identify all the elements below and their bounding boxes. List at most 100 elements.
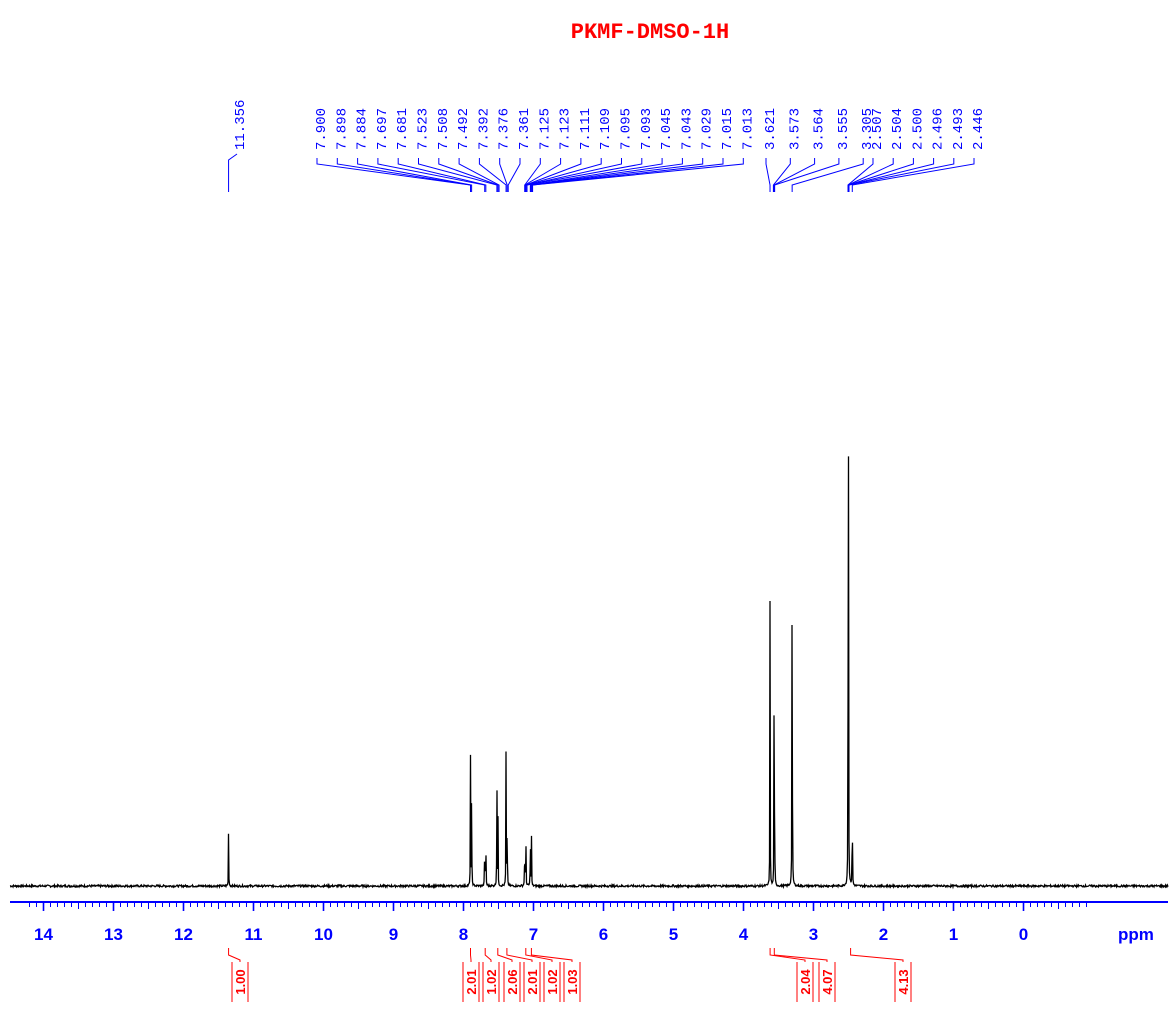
spectrum-line [9,456,1169,890]
peak-leader-line [529,158,663,192]
peak-leader-line [526,158,643,192]
peak-label: 7.123 [558,108,574,150]
peak-label: 7.898 [334,108,350,150]
peak-label: 3.621 [763,108,779,150]
x-tick-label: 7 [529,925,538,944]
integral-value: 4.13 [896,969,911,994]
peak-leader-line [525,158,602,192]
peak-label: 7.095 [619,108,635,150]
peak-label: 7.376 [497,108,513,150]
integral-value: 1.00 [233,969,248,994]
peak-leader-line [532,158,744,192]
integral-bracket [482,962,500,1002]
peak-leader-line [851,158,975,192]
integral-value: 1.02 [545,969,560,994]
integral-value: 4.07 [820,969,835,994]
integral-bracket [818,962,836,1002]
integral-leader-line [525,948,553,962]
integral-leader-line [769,948,806,962]
peak-label: 3.573 [787,108,803,150]
x-tick-label: 8 [459,925,468,944]
peak-leader-line [397,158,487,192]
peak-label-group: 11.356 7.900 7.898 7.884 7.697 7.681 7.523 7.50… [228,100,987,192]
peak-label: 7.029 [700,108,716,150]
peak-label: 7.681 [395,108,411,150]
integral-value: 2.06 [505,969,520,994]
x-tick-label: 4 [739,925,749,944]
integral-bracket [462,962,480,1002]
integral-leader-line [850,948,904,962]
peak-leader-line [336,158,472,192]
integral-leader-line [470,948,472,962]
peak-leader-line [774,158,840,192]
integral-leader-line [497,948,513,962]
integral-value: 2.01 [525,969,540,994]
peak-label: 2.504 [890,108,906,150]
x-tick-label: 2 [879,925,888,944]
peak-leader-line [765,158,771,192]
integral-bracket [894,962,912,1002]
x-tick-label: 0 [1019,925,1028,944]
peak-label: 7.043 [679,108,695,150]
x-tick-label: 1 [949,925,958,944]
integral-value: 2.04 [798,969,813,995]
peak-leader-line [228,153,238,192]
integral-value: 1.02 [484,969,499,994]
peak-leader-line [418,158,498,192]
integral-leader-line [484,948,492,962]
peak-leader-line [847,158,894,192]
integral-bracket [796,962,814,1002]
peak-leader-line [772,158,791,192]
integral-leader-line [506,948,533,962]
peak-leader-line [524,158,562,192]
peak-label: 7.900 [314,108,330,150]
x-tick-label: 9 [389,925,398,944]
peak-label: 7.013 [740,108,756,150]
spectrum-trace-group [9,456,1169,890]
peak-label: 7.093 [639,108,655,150]
peak-leader-line [529,158,683,192]
peak-label: 3.564 [812,108,828,150]
chart-title: PKMF-DMSO-1H [571,20,729,45]
peak-label: 2.446 [971,108,987,150]
integral-bracket [563,962,581,1002]
peak-leader-line [438,158,499,192]
peak-label: 2.507 [870,108,886,150]
integral-value: 1.03 [565,969,580,994]
peak-label: 7.392 [476,108,492,150]
integral-bracket [523,962,541,1002]
x-tick-label: 13 [104,925,123,944]
peak-label: 7.492 [456,108,472,150]
peak-label: 3.305 [860,108,876,150]
peak-leader-line [499,158,508,192]
peak-leader-line [458,158,500,192]
peak-label: 2.496 [931,108,947,150]
integral-group: 1.00 2.01 1.02 2.06 2.01 1.02 1.03 2.04 4.07 4.13 [228,948,912,1002]
peak-leader-line [791,158,864,192]
peak-label: 7.111 [578,108,594,150]
peak-leader-line [848,158,935,192]
integral-bracket [503,962,521,1002]
peak-label: 7.523 [416,108,432,150]
peak-leader-line [316,158,471,192]
peak-leader-line [773,158,816,192]
x-tick-label: 6 [599,925,608,944]
peak-label: 3.555 [836,108,852,150]
peak-leader-line [530,158,704,192]
peak-label: 7.361 [517,108,533,150]
integral-leader-line [228,948,241,962]
peak-label: 7.045 [659,108,675,150]
peak-label: 7.508 [436,108,452,150]
x-axis: 14 13 12 11 10 9 8 7 6 5 4 3 2 1 0 [10,901,1168,944]
integral-value: 2.01 [464,969,479,994]
peak-leader-line [478,158,507,192]
x-axis-label: ppm [1118,925,1154,944]
peak-label: 7.884 [355,108,371,150]
integral-bracket [231,962,249,1002]
peak-leader-line [848,158,914,192]
peak-leader-line [357,158,473,192]
peak-label: 7.125 [537,108,553,150]
integral-bracket [543,962,561,1002]
integral-leader-line [530,948,573,962]
